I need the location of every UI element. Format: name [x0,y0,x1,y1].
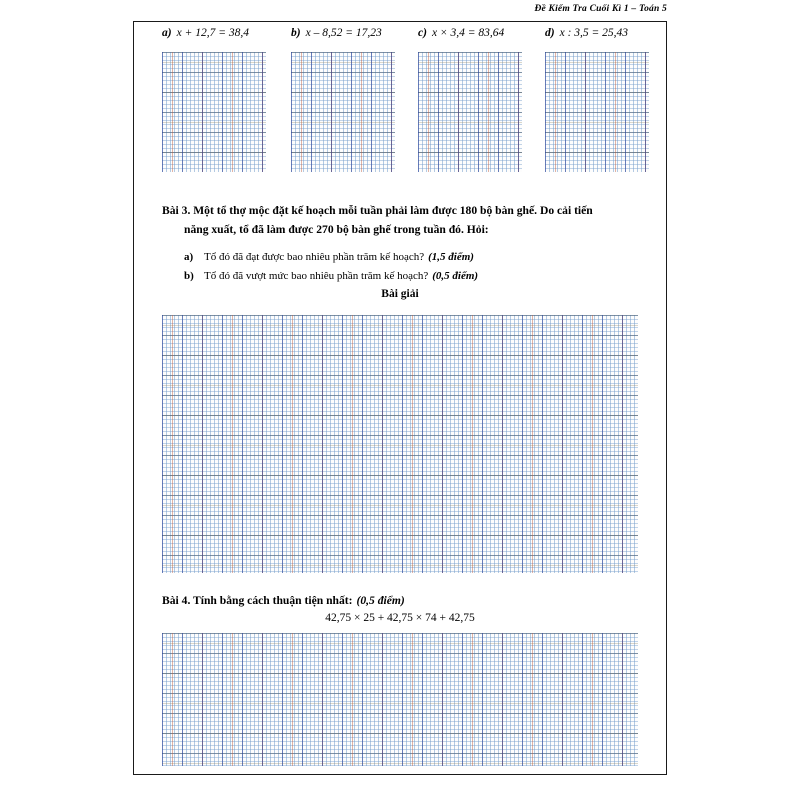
equation-item-b: b) x – 8,52 = 17,23 [291,27,382,39]
bai3-sub-label-a: a) [184,251,194,263]
equation-text-a: x + 12,7 = 38,4 [176,27,249,39]
bai4-work-grid[interactable] [162,633,638,766]
bai4-title: Bài 4. Tính bằng cách thuận tiện nhất: [162,594,353,607]
answer-grid-c[interactable] [418,52,522,172]
page-frame [133,21,667,775]
bai3-sub-question-a: a) Tổ đó đã đạt được bao nhiêu phần trăm … [184,248,644,267]
equation-item-c: c) x × 3,4 = 83,64 [418,27,504,39]
bai3-sub-label-b: b) [184,270,194,283]
equation-label-d: d) [545,27,555,39]
bai3-statement-line1: Bài 3. Một tổ thợ mộc đặt kế hoạch mỗi t… [162,204,593,217]
equation-label-b: b) [291,27,301,39]
bai3-statement: Bài 3. Một tổ thợ mộc đặt kế hoạch mỗi t… [162,202,644,240]
bai3-sub-text-b: Tổ đó đã vượt mức bao nhiêu phần trăm kế… [204,270,429,283]
bai3-statement-line2: năng xuất, tổ đã làm được 270 bộ bàn ghế… [184,222,489,236]
answer-grid-d[interactable] [545,52,649,172]
bai4-expression: 42,75 × 25 + 42,75 × 74 + 42,75 [325,612,475,624]
answer-grid-a[interactable] [162,52,266,172]
equation-text-c: x × 3,4 = 83,64 [431,27,505,39]
equation-text-d: x : 3,5 = 25,43 [559,27,629,39]
bai4-points: (0,5 điểm) [356,594,405,607]
running-header-title: Đề Kiểm Tra Cuối Kì 1 – Toán 5 [534,4,667,14]
equation-text-b: x – 8,52 = 17,23 [305,27,382,39]
bai3-sub-points-b: (0,5 điểm) [432,270,479,283]
answer-grid-b[interactable] [291,52,395,172]
equation-label-c: c) [418,27,427,39]
bai4-statement: Bài 4. Tính bằng cách thuận tiện nhất: (0… [162,594,644,607]
equation-label-a: a) [162,27,172,39]
bai3-sub-points-a: (1,5 điểm) [428,251,474,263]
equation-row: a) x + 12,7 = 38,4 b) x – 8,52 = 17,23 c) x… [162,27,662,43]
bai3-sub-text-a: Tổ đó đã đạt được bao nhiêu phần trăm kế… [204,251,425,263]
solution-heading: Bài giải [381,288,419,300]
bai3-sub-questions: a) Tổ đó đã đạt được bao nhiêu phần trăm … [184,248,644,287]
equation-item-a: a) x + 12,7 = 38,4 [162,27,249,39]
bai3-work-grid[interactable] [162,315,638,573]
bai3-sub-question-b: b) Tổ đó đã vượt mức bao nhiêu phần trăm … [184,267,644,286]
equation-item-d: d) x : 3,5 = 25,43 [545,27,628,39]
